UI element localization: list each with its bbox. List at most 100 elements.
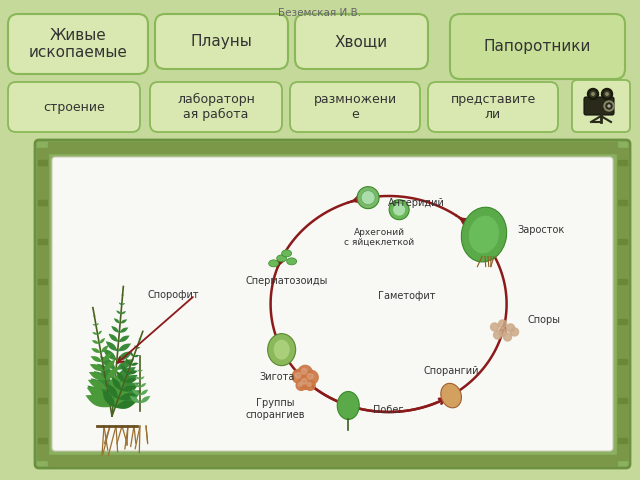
Bar [37,148,48,460]
FancyBboxPatch shape [35,140,630,468]
Circle shape [493,331,502,339]
Bar [38,438,47,443]
Polygon shape [131,362,138,366]
Polygon shape [119,327,129,333]
Polygon shape [88,380,108,389]
Text: Заросток: Заросток [517,225,564,235]
Circle shape [499,320,507,328]
Polygon shape [132,389,140,396]
Circle shape [292,370,306,384]
Polygon shape [140,376,145,380]
Polygon shape [122,295,124,296]
Bar [38,240,47,244]
Bar [618,438,627,443]
Polygon shape [136,376,140,380]
Polygon shape [127,370,138,374]
Polygon shape [139,363,140,364]
Polygon shape [86,395,111,407]
Ellipse shape [357,187,379,209]
Polygon shape [102,390,115,408]
Circle shape [590,91,596,97]
Text: Побег: Побег [373,406,404,416]
FancyBboxPatch shape [290,82,420,132]
Circle shape [499,328,507,336]
Bar [618,240,627,244]
Bar [617,148,628,460]
Polygon shape [134,355,140,357]
Circle shape [588,88,598,99]
Text: лабораторн
ая работа: лабораторн ая работа [177,93,255,121]
Ellipse shape [361,191,375,204]
FancyBboxPatch shape [52,157,613,451]
Circle shape [301,379,307,384]
Circle shape [298,365,312,379]
Polygon shape [92,340,99,344]
Bar [38,279,47,284]
Polygon shape [114,383,140,397]
Circle shape [307,383,311,386]
Polygon shape [140,396,150,403]
FancyBboxPatch shape [155,14,288,69]
Circle shape [592,93,594,95]
Polygon shape [130,352,134,357]
Polygon shape [118,393,136,400]
Text: Антеридий: Антеридий [388,198,445,208]
Ellipse shape [269,260,278,267]
Polygon shape [125,359,131,365]
Ellipse shape [276,255,287,262]
Polygon shape [140,370,143,372]
Polygon shape [115,367,136,379]
Polygon shape [116,360,134,370]
Text: Зигота: Зигота [259,372,294,382]
Text: Сперматозоиды: Сперматозоиды [246,276,328,287]
Polygon shape [113,390,141,407]
Circle shape [507,324,515,332]
FancyBboxPatch shape [8,82,140,132]
Polygon shape [120,319,127,324]
Polygon shape [93,324,96,326]
Polygon shape [104,360,115,371]
Text: Спорангий: Спорангий [424,366,479,375]
Polygon shape [134,345,136,348]
Polygon shape [121,295,122,296]
Polygon shape [103,349,117,360]
Circle shape [504,333,511,341]
Polygon shape [98,331,102,335]
Polygon shape [118,344,131,351]
Ellipse shape [282,250,292,257]
Ellipse shape [393,204,405,216]
Polygon shape [117,351,132,360]
Ellipse shape [287,258,297,265]
Polygon shape [139,338,140,340]
Polygon shape [121,365,127,374]
Bar [618,319,627,324]
Circle shape [608,105,610,107]
Polygon shape [106,341,118,351]
Ellipse shape [389,200,409,220]
Polygon shape [91,356,102,362]
Text: Плауны: Плауны [191,34,252,49]
Text: Живые
ископаемые: Живые ископаемые [29,28,127,60]
Polygon shape [97,364,115,379]
Circle shape [604,91,610,97]
FancyBboxPatch shape [428,82,558,132]
Bar [38,398,47,403]
FancyBboxPatch shape [572,80,630,132]
Ellipse shape [461,207,507,262]
FancyBboxPatch shape [8,14,148,74]
Text: Хвощи: Хвощи [335,34,388,49]
Polygon shape [93,316,95,317]
Polygon shape [100,356,116,370]
Bar [618,359,627,363]
Polygon shape [122,303,125,305]
Bar [618,160,627,165]
Polygon shape [140,389,148,396]
Polygon shape [88,385,113,407]
Text: Беземская И.В.: Беземская И.В. [278,8,362,18]
Circle shape [296,372,301,378]
Polygon shape [140,383,147,387]
Polygon shape [91,378,114,397]
Polygon shape [99,338,105,344]
Polygon shape [134,383,140,387]
Bar [618,200,627,204]
